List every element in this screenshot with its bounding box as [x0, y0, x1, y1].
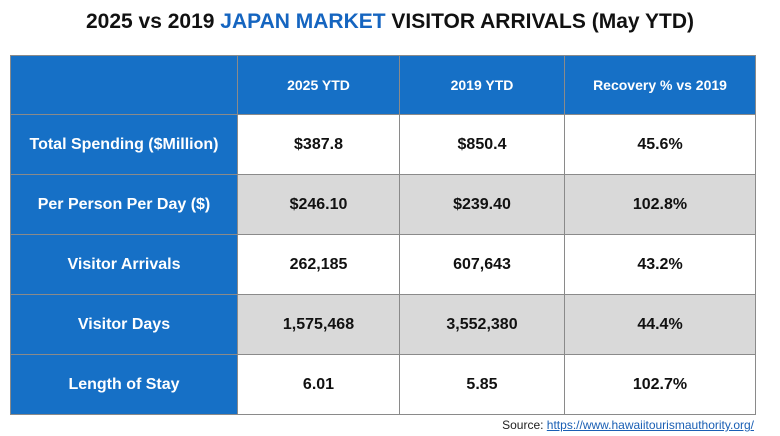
cell-2019-ytd: $239.40 — [399, 174, 565, 235]
cell-recovery: 43.2% — [564, 234, 756, 295]
row-label: Total Spending ($Million) — [10, 114, 238, 175]
title-prefix: 2025 vs 2019 — [85, 10, 215, 33]
table-header-row: 2025 YTD 2019 YTD Recovery % vs 2019 — [10, 55, 756, 115]
cell-recovery: 45.6% — [564, 114, 756, 175]
cell-2025-ytd: 262,185 — [237, 234, 400, 295]
cell-2019-ytd: 5.85 — [399, 354, 565, 415]
column-header-recovery: Recovery % vs 2019 — [564, 55, 756, 115]
title-accent: JAPAN MARKET — [220, 10, 386, 33]
cell-recovery: 102.8% — [564, 174, 756, 235]
table-row: Length of Stay 6.01 5.85 102.7% — [10, 354, 756, 415]
table-row: Total Spending ($Million) $387.8 $850.4 … — [10, 114, 756, 175]
row-label: Per Person Per Day ($) — [10, 174, 238, 235]
cell-2025-ytd: $387.8 — [237, 114, 400, 175]
title-suffix: VISITOR ARRIVALS (May YTD) — [391, 10, 695, 33]
column-header-2025-ytd: 2025 YTD — [237, 55, 400, 115]
source-link[interactable]: https://www.hawaiitourismauthority.org/ — [546, 418, 754, 432]
header-corner-cell — [10, 55, 238, 115]
cell-2019-ytd: 607,643 — [399, 234, 565, 295]
column-header-2019-ytd: 2019 YTD — [399, 55, 565, 115]
cell-2025-ytd: $246.10 — [237, 174, 400, 235]
source-note: Source: https://www.hawaiitourismauthori… — [502, 418, 754, 432]
cell-2019-ytd: 3,552,380 — [399, 294, 565, 355]
cell-recovery: 44.4% — [564, 294, 756, 355]
cell-2019-ytd: $850.4 — [399, 114, 565, 175]
table-row: Visitor Arrivals 262,185 607,643 43.2% — [10, 234, 756, 295]
table-row: Visitor Days 1,575,468 3,552,380 44.4% — [10, 294, 756, 355]
cell-recovery: 102.7% — [564, 354, 756, 415]
row-label: Length of Stay — [10, 354, 238, 415]
source-label: Source: — [502, 418, 544, 432]
row-label: Visitor Days — [10, 294, 238, 355]
visitor-stats-table: 2025 YTD 2019 YTD Recovery % vs 2019 Tot… — [10, 55, 756, 415]
cell-2025-ytd: 6.01 — [237, 354, 400, 415]
page-title: 2025 vs 2019 JAPAN MARKET VISITOR ARRIVA… — [0, 10, 780, 34]
cell-2025-ytd: 1,575,468 — [237, 294, 400, 355]
row-label: Visitor Arrivals — [10, 234, 238, 295]
table-row: Per Person Per Day ($) $246.10 $239.40 1… — [10, 174, 756, 235]
